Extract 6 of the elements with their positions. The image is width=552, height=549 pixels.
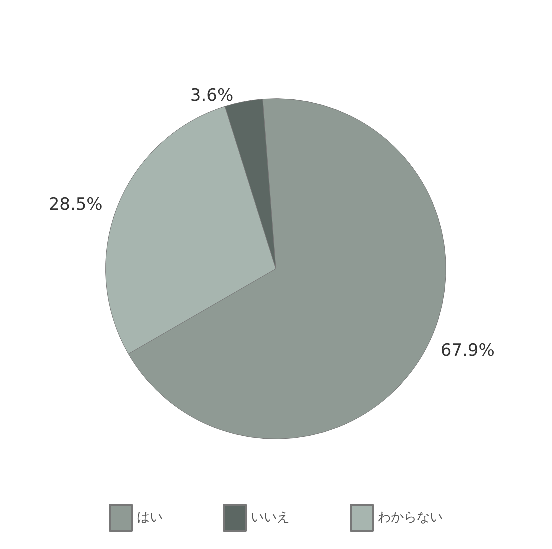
data-label: 67.9% [440,341,495,362]
data-label: 3.6% [190,86,234,106]
legend-label: いいえ [251,510,290,526]
legend-label: わからない [378,510,443,526]
legend-label: はい [137,510,163,526]
data-label: 28.5% [48,195,103,216]
